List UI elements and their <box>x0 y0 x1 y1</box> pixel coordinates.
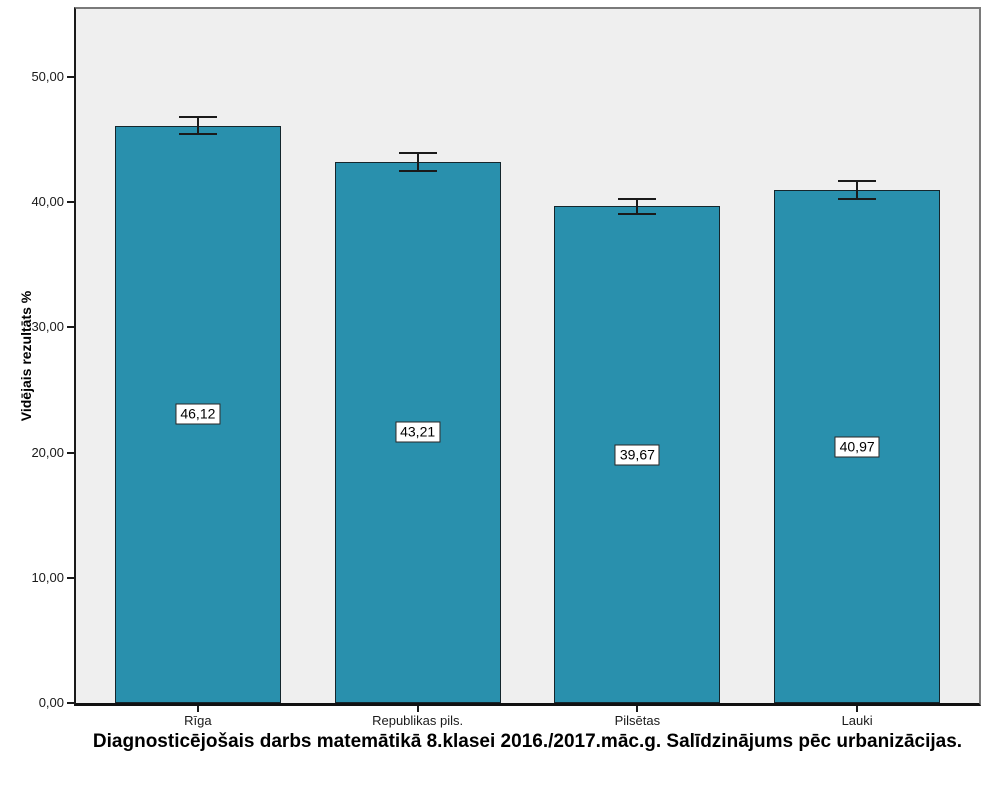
x-axis-tick <box>636 706 639 712</box>
bar-value-label: 43,21 <box>395 421 441 443</box>
x-axis-category-label: Pilsētas <box>614 713 661 728</box>
error-bar-upper-cap <box>838 180 877 183</box>
error-bar-stem <box>196 117 199 134</box>
y-axis-tick <box>67 326 74 329</box>
error-bar-lower-cap <box>618 212 657 215</box>
y-axis-tick-label: 50,00 <box>31 68 64 84</box>
x-axis-category-label: Lauki <box>841 713 873 728</box>
y-axis-tick-label: 30,00 <box>31 319 64 335</box>
bar-value-label: 40,97 <box>834 436 880 458</box>
y-axis-title-wrap: Vidējais rezultāts % <box>16 9 36 703</box>
x-axis-tick <box>856 706 859 712</box>
y-axis-tick <box>67 576 74 579</box>
y-axis-tick <box>67 201 74 204</box>
y-axis-tick-label: 40,00 <box>31 194 64 210</box>
error-bar-stem <box>856 181 859 199</box>
error-bar-stem <box>636 198 639 214</box>
x-axis-category-label: Rīga <box>184 713 212 728</box>
x-axis-tick <box>196 706 199 712</box>
y-axis-tick-label: 10,00 <box>31 569 64 585</box>
y-axis-title: Vidējais rezultāts % <box>18 290 34 422</box>
x-axis-tick <box>416 706 419 712</box>
error-bar-stem <box>416 153 419 171</box>
y-axis-tick-label: 20,00 <box>31 444 64 460</box>
y-axis-tick <box>67 75 74 78</box>
error-bar-upper-cap <box>618 197 657 200</box>
plot-area: Vidējais rezultāts % 0,00 10,00 20,00 30,00… <box>18 7 981 728</box>
y-axis-tick <box>67 451 74 454</box>
error-bar-lower-cap <box>398 169 437 172</box>
x-axis-category-label: Republikas pils. <box>372 713 464 728</box>
error-bar-upper-cap <box>178 116 217 119</box>
bar-value-label: 39,67 <box>614 444 660 466</box>
error-bar-lower-cap <box>178 132 217 135</box>
y-axis-tick-label: 0,00 <box>38 695 64 710</box>
error-bar-lower-cap <box>838 197 877 200</box>
y-axis-tick <box>67 702 74 704</box>
chart-title: Diagnosticējošais darbs matemātikā 8.kla… <box>92 731 963 752</box>
bar-value-label: 46,12 <box>175 403 221 425</box>
error-bar-upper-cap <box>398 152 437 155</box>
